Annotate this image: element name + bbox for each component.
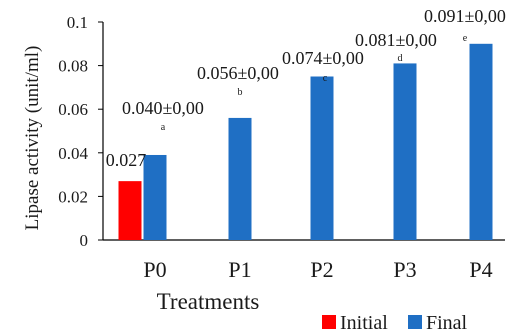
y-tick-label: 0.08 <box>58 57 88 76</box>
y-tick-labels: 0 0.02 0.04 0.06 0.08 0.1 <box>58 13 103 250</box>
bar-initial-p0 <box>118 181 142 240</box>
y-tick-label: 0.02 <box>58 187 88 206</box>
data-label-initial-p0: 0.027 <box>106 150 147 170</box>
significance-letter-p3: d <box>398 53 403 64</box>
x-tick-label: P0 <box>143 257 166 282</box>
y-tick-label: 0.06 <box>58 100 88 119</box>
data-label-final-p1: 0.056±0,00 <box>197 63 279 83</box>
x-tick-labels: P0 P1 P2 P3 P4 <box>143 257 492 282</box>
x-tick-label: P2 <box>310 257 333 282</box>
bar-final-p0 <box>143 154 167 240</box>
data-label-final-p4: 0.091±0,00 <box>424 6 506 26</box>
significance-letter-p1: b <box>238 87 243 98</box>
x-axis: P0 P1 P2 P3 P4 <box>103 239 505 282</box>
bar-final-p2 <box>310 76 334 240</box>
x-tick-label: P4 <box>469 257 492 282</box>
data-labels: 0.027 0.040±0,00 a 0.056±0,00 b 0.074±0,00 c 0.… <box>106 6 506 170</box>
legend: Initial Final <box>322 312 468 333</box>
x-axis-title: Treatments <box>157 289 260 314</box>
legend-swatch-final <box>408 315 422 329</box>
significance-letter-p0: a <box>161 122 166 133</box>
significance-letter-p2: c <box>323 73 328 84</box>
legend-label-initial: Initial <box>340 312 388 333</box>
y-axis-title: Lipase activity (unit/ml) <box>22 46 43 231</box>
y-tick-label: 0.1 <box>67 13 88 32</box>
significance-letter-p4: e <box>463 33 468 44</box>
bars <box>118 43 493 240</box>
y-tick-label: 0.04 <box>58 144 88 163</box>
x-tick-label: P1 <box>228 257 251 282</box>
legend-swatch-initial <box>322 315 336 329</box>
x-tick-label: P3 <box>393 257 416 282</box>
legend-label-final: Final <box>426 312 468 333</box>
bar-final-p3 <box>393 63 417 240</box>
data-label-final-p0: 0.040±0,00 <box>122 98 204 118</box>
bar-final-p4 <box>469 43 493 240</box>
data-label-final-p3: 0.081±0,00 <box>355 30 437 50</box>
bar-final-p1 <box>228 117 252 240</box>
data-label-final-p2: 0.074±0,00 <box>282 48 364 68</box>
y-axis: 0 0.02 0.04 0.06 0.08 0.1 <box>58 13 104 250</box>
y-tick-label: 0 <box>80 231 89 250</box>
